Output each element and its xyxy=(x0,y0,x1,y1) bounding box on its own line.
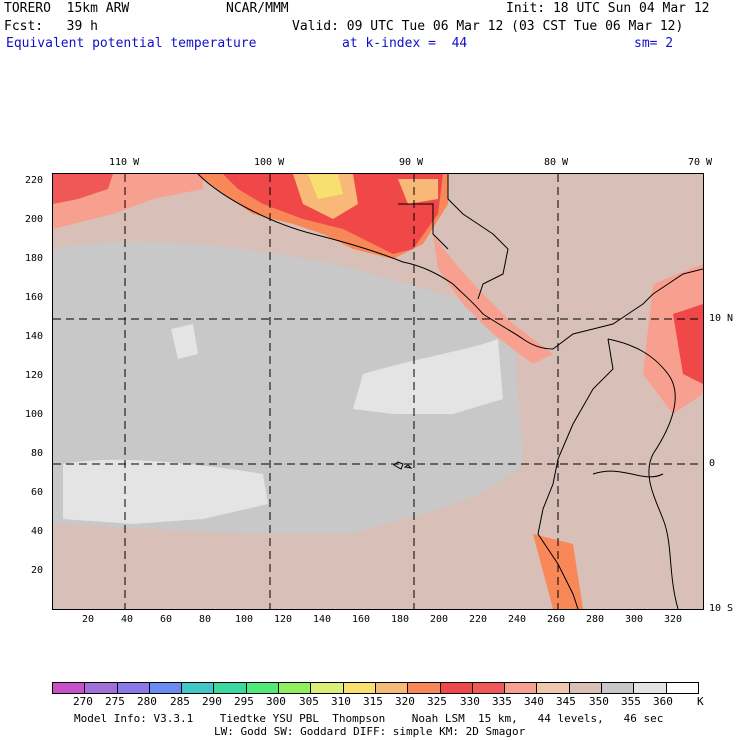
x-label: 180 xyxy=(391,614,410,625)
init-time: Init: 18 UTC Sun 04 Mar 12 xyxy=(506,1,710,16)
model-name: TORERO 15km ARW xyxy=(4,1,130,16)
lon-label-70w: 70 W xyxy=(688,157,713,168)
x-label: 20 xyxy=(82,614,95,625)
colorbar-label: 280 xyxy=(137,695,157,708)
y-label: 140 xyxy=(25,331,44,342)
colorbar-label: 325 xyxy=(427,695,447,708)
colorbar-swatch xyxy=(537,683,570,693)
colorbar-label: 275 xyxy=(105,695,125,708)
y-label: 160 xyxy=(25,292,44,303)
colorbar-label: 360 xyxy=(653,695,673,708)
colorbar-label: 340 xyxy=(524,695,544,708)
colorbar-swatch xyxy=(311,683,344,693)
level-info: at k-index = 44 xyxy=(342,36,468,51)
colorbar-label: 320 xyxy=(395,695,415,708)
x-label: 140 xyxy=(313,614,332,625)
y-label: 20 xyxy=(31,565,44,576)
field-name: Equivalent potential temperature xyxy=(6,36,257,51)
colorbar-swatch xyxy=(569,683,603,693)
lat-label-10s: 10 S xyxy=(709,603,734,614)
smoothing-info: sm= 2 xyxy=(634,36,674,51)
colorbar-swatch xyxy=(149,683,183,693)
colorbar-label: 350 xyxy=(589,695,609,708)
y-label: 120 xyxy=(25,370,44,381)
colorbar-label: 310 xyxy=(331,695,351,708)
colorbar-swatch xyxy=(117,683,150,693)
x-label: 60 xyxy=(160,614,173,625)
colorbar-swatch xyxy=(472,683,506,693)
x-label: 320 xyxy=(664,614,683,625)
colorbar-swatch xyxy=(505,683,538,693)
colorbar-label: 305 xyxy=(299,695,319,708)
map-panel xyxy=(52,173,704,610)
y-label: 220 xyxy=(25,175,44,186)
x-label: 240 xyxy=(508,614,527,625)
x-label: 220 xyxy=(469,614,488,625)
lon-label-80w: 80 W xyxy=(544,157,569,168)
colorbar-swatch xyxy=(634,683,667,693)
colorbar-swatch xyxy=(182,683,215,693)
lon-label-100w: 100 W xyxy=(254,157,285,168)
center-name: NCAR/MMM xyxy=(226,1,289,16)
colorbar-label: 285 xyxy=(170,695,190,708)
lat-label-0: 0 xyxy=(709,458,716,469)
colorbar-swatch xyxy=(375,683,409,693)
y-label: 60 xyxy=(31,487,44,498)
lon-label-110w: 110 W xyxy=(109,157,140,168)
x-label: 120 xyxy=(274,614,293,625)
colorbar-label: 355 xyxy=(621,695,641,708)
y-label: 100 xyxy=(25,409,44,420)
x-label: 80 xyxy=(199,614,212,625)
model-info: Model Info: V3.3.1 Tiedtke YSU PBL Thomp… xyxy=(74,712,664,725)
x-label: 200 xyxy=(430,614,449,625)
colorbar-label: 270 xyxy=(73,695,93,708)
valid-time: Valid: 09 UTC Tue 06 Mar 12 (03 CST Tue … xyxy=(292,19,684,34)
x-label: 300 xyxy=(625,614,644,625)
colorbar-label: 295 xyxy=(234,695,254,708)
colorbar-unit: K xyxy=(697,695,704,708)
colorbar-swatch xyxy=(246,683,280,693)
y-label: 80 xyxy=(31,448,44,459)
colorbar-swatch xyxy=(343,683,376,693)
lon-label-90w: 90 W xyxy=(399,157,424,168)
colorbar-swatch xyxy=(214,683,247,693)
colorbar-swatch xyxy=(666,683,698,693)
colorbar-label: 345 xyxy=(556,695,576,708)
colorbar-swatch xyxy=(440,683,473,693)
colorbar-label: 330 xyxy=(460,695,480,708)
x-label: 100 xyxy=(235,614,254,625)
colorbar-label: 290 xyxy=(202,695,222,708)
colorbar-label: 335 xyxy=(492,695,512,708)
forecast-hour: Fcst: 39 h xyxy=(4,19,98,34)
physics-info: LW: Godd SW: Goddard DIFF: simple KM: 2D… xyxy=(214,725,526,738)
y-label: 40 xyxy=(31,526,44,537)
x-label: 260 xyxy=(547,614,566,625)
y-label: 180 xyxy=(25,253,44,264)
colorbar-label: 300 xyxy=(266,695,286,708)
x-label: 280 xyxy=(586,614,605,625)
colorbar-swatch xyxy=(53,683,86,693)
theta-e-field xyxy=(53,174,703,609)
y-label: 200 xyxy=(25,214,44,225)
x-label: 40 xyxy=(121,614,134,625)
colorbar-label: 315 xyxy=(363,695,383,708)
x-label: 160 xyxy=(352,614,371,625)
colorbar-swatch xyxy=(408,683,441,693)
colorbar-swatch xyxy=(85,683,118,693)
lat-label-10n: 10 N xyxy=(709,313,734,324)
colorbar-swatch xyxy=(279,683,312,693)
colorbar xyxy=(52,682,699,694)
colorbar-swatch xyxy=(602,683,635,693)
